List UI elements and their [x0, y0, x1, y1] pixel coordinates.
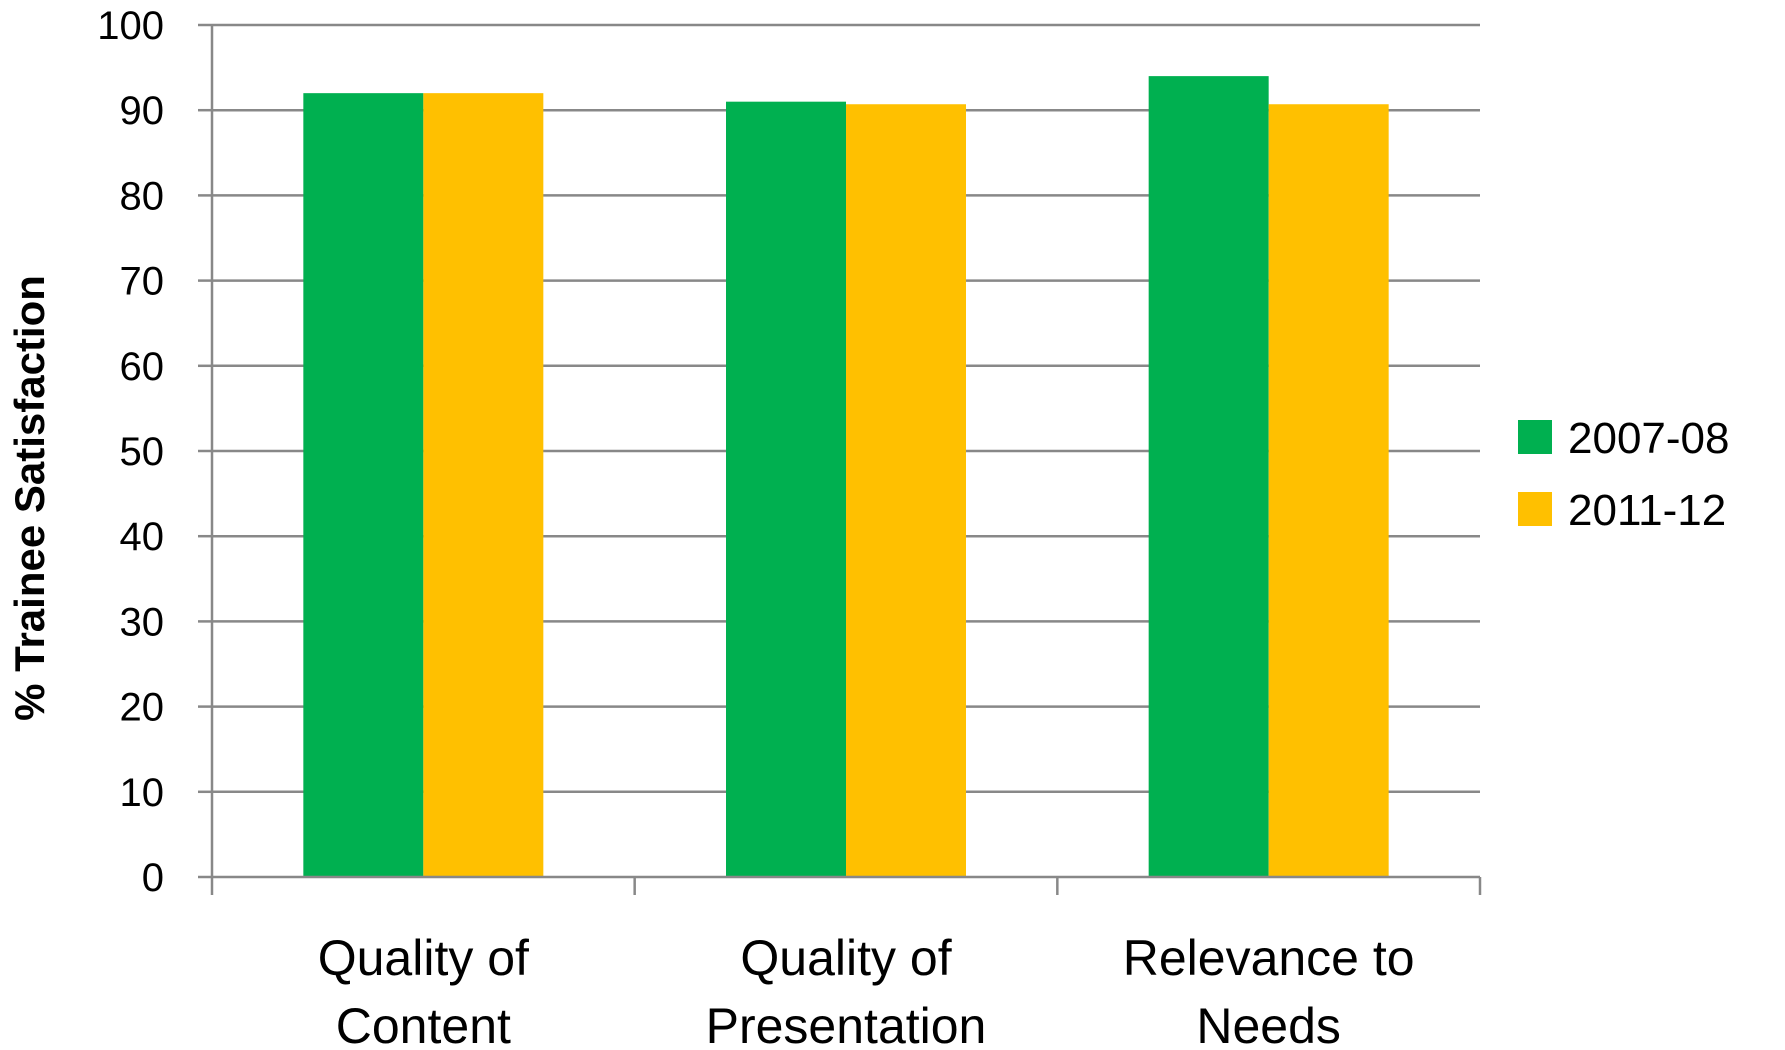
y-axis-title: % Trainee Satisfaction: [6, 275, 53, 721]
x-category-label: Presentation: [706, 998, 987, 1050]
x-category-label: Relevance to: [1123, 930, 1415, 986]
y-tick-label: 0: [142, 856, 164, 900]
y-tick-label: 80: [120, 174, 165, 218]
bar-2011-12-1: [846, 104, 966, 877]
legend: 2007-08 2011-12: [1518, 414, 1729, 535]
y-tick-label: 40: [120, 515, 165, 559]
x-category-label: Needs: [1196, 998, 1341, 1050]
legend-label-2007-08: 2007-08: [1568, 414, 1729, 463]
bar-2011-12-2: [1268, 104, 1389, 877]
axes: [198, 23, 1482, 895]
legend-label-2011-12: 2011-12: [1568, 486, 1726, 535]
x-category-label: Content: [336, 998, 511, 1050]
legend-swatch-2011-12: [1518, 492, 1552, 526]
legend-swatch-2007-08: [1518, 420, 1552, 454]
x-category-label: Quality of: [740, 930, 951, 986]
y-tick-labels: 0 10 20 30 40 50 60 70 80 90 100: [97, 4, 164, 900]
x-category-labels: Quality of Content Quality of Presentation R…: [318, 930, 1415, 1050]
bar-2007-08-2: [1148, 76, 1269, 878]
y-tick-label: 50: [120, 430, 165, 474]
y-tick-label: 30: [120, 600, 165, 644]
y-tick-label: 100: [97, 4, 164, 48]
y-tick-label: 20: [120, 686, 165, 730]
x-category-label: Quality of: [318, 930, 529, 986]
y-tick-label: 70: [120, 260, 165, 304]
bar-2011-12-0: [423, 93, 544, 877]
bar-2007-08-1: [726, 101, 846, 878]
bar-2007-08-0: [303, 93, 424, 877]
y-tick-label: 90: [120, 89, 165, 133]
y-tick-label: 60: [120, 345, 165, 389]
y-tick-label: 10: [120, 771, 165, 815]
bars: [303, 76, 1389, 878]
